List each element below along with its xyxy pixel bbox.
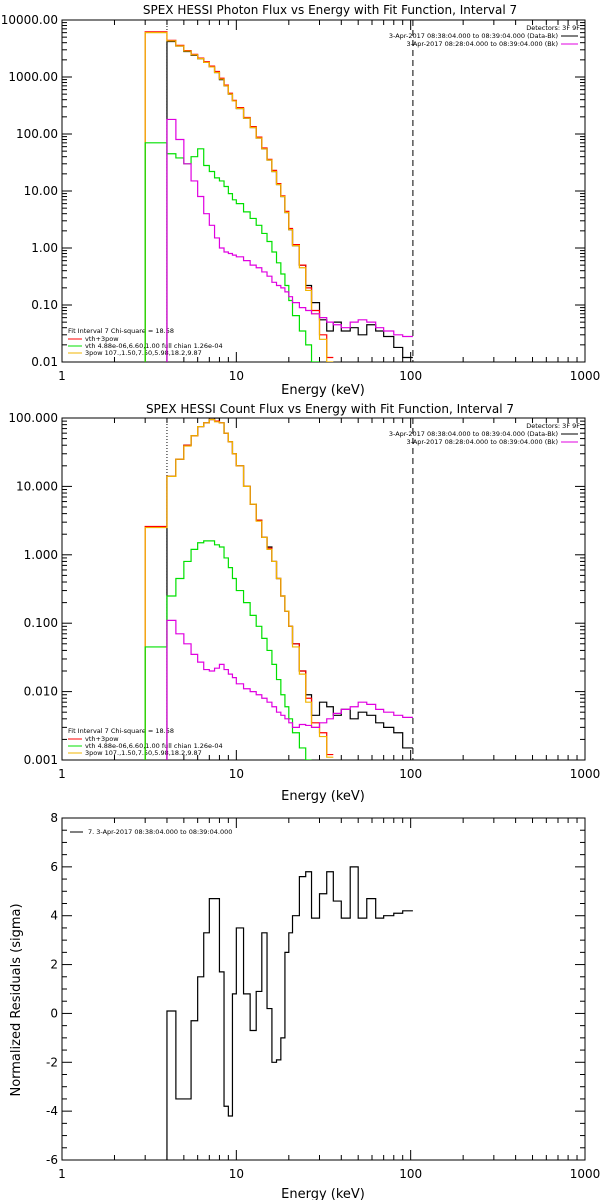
x-tick-label: 1000 xyxy=(570,767,600,781)
y-tick-label: 8 xyxy=(50,811,58,825)
legend-header: Detectors: 3F 9F xyxy=(526,422,580,430)
x-tick-label: 1 xyxy=(58,767,66,781)
x-axis-label: Energy (keV) xyxy=(281,789,365,804)
x-tick-label: 10 xyxy=(229,369,244,383)
legend-top: Detectors: 3F 9F 3-Apr-2017 08:38:04.000… xyxy=(389,422,580,446)
series-residuals xyxy=(166,866,413,1160)
x-tick-label: 10 xyxy=(229,1167,244,1181)
legend-top: Detectors: 3F 9F 3-Apr-2017 08:38:04.000… xyxy=(389,24,580,48)
x-tick-label: 1 xyxy=(58,369,66,383)
count-flux-panel: SPEX HESSI Count Flux vs Energy with Fit… xyxy=(8,402,600,804)
series-bk xyxy=(166,118,413,362)
y-tick-label: 0 xyxy=(50,1006,58,1020)
x-tick-label: 1000 xyxy=(570,369,600,383)
x-tick-label: 100 xyxy=(399,369,422,383)
y-tick-label: 1.00 xyxy=(31,241,58,255)
photon-flux-panel: SPEX HESSI Photon Flux vs Energy with Fi… xyxy=(1,3,600,398)
residuals-panel: Energy (keV) Normalized Residuals (sigma… xyxy=(9,811,600,1202)
y-tick-label: 10000.00 xyxy=(1,13,58,27)
legend-entry-label: vth 4.88e-06,6.60,1.00 full chian 1.26e-… xyxy=(85,342,223,350)
y-tick-label: 100.000 xyxy=(8,411,58,425)
series-3pow xyxy=(144,418,334,760)
legend-bottom: Fit Interval 7 Chi-square = 18.58 vth+3p… xyxy=(68,727,223,757)
legend-header: Fit Interval 7 Chi-square = 18.58 xyxy=(68,727,174,735)
legend-entry-label: 3-Apr-2017 08:28:04.000 to 08:39:04.000 … xyxy=(407,438,558,446)
x-axis-label: Energy (keV) xyxy=(281,1187,365,1200)
x-axis-label: Energy (keV) xyxy=(281,383,365,398)
y-tick-label: 0.010 xyxy=(24,685,58,699)
legend: 7. 3-Apr-2017 08:38:04.000 to 08:39:04.0… xyxy=(70,828,232,836)
y-tick-label: -6 xyxy=(46,1153,58,1167)
y-tick-label: 0.001 xyxy=(24,753,58,767)
y-axis-label: Normalized Residuals (sigma) xyxy=(9,903,24,1096)
series-bk xyxy=(166,619,413,760)
plot-frame xyxy=(61,817,586,1161)
legend-entry-label: 3-Apr-2017 08:28:04.000 to 08:39:04.000 … xyxy=(407,40,558,48)
y-tick-label: 10.00 xyxy=(24,184,58,198)
y-tick-label: -4 xyxy=(46,1104,58,1118)
x-tick-label: 10 xyxy=(229,767,244,781)
y-tick-label: 6 xyxy=(50,860,58,874)
plot-frame xyxy=(61,19,586,363)
series-vth xyxy=(144,540,312,760)
legend-entry-label: 3-Apr-2017 08:38:04.000 to 08:39:04.000 … xyxy=(389,32,558,40)
legend-entry-label: 3pow 107.,1.50,7.50,5.98,18.2,9.87 xyxy=(85,749,202,757)
x-tick-label: 1 xyxy=(58,1167,66,1181)
legend-entry-label: vth 4.88e-06,6.60,1.00 full chian 1.26e-… xyxy=(85,742,223,750)
series-3pow xyxy=(144,32,334,362)
y-tick-label: 4 xyxy=(50,909,58,923)
y-tick-label: 0.01 xyxy=(31,355,58,369)
x-tick-label: 1000 xyxy=(570,1167,600,1181)
legend-entry-label: vth+3pow xyxy=(85,335,119,343)
legend-entry-label: 3-Apr-2017 08:38:04.000 to 08:39:04.000 … xyxy=(389,430,558,438)
y-tick-label: 1000.00 xyxy=(8,70,58,84)
x-tick-label: 100 xyxy=(399,1167,422,1181)
y-tick-label: 0.10 xyxy=(31,298,58,312)
y-tick-label: 100.00 xyxy=(16,127,58,141)
y-tick-label: 0.100 xyxy=(24,616,58,630)
y-tick-label: 1.000 xyxy=(24,548,58,562)
x-tick-label: 100 xyxy=(399,767,422,781)
legend-header: Detectors: 3F 9F xyxy=(526,24,580,32)
y-tick-label: 2 xyxy=(50,958,58,972)
series-vth-3pow xyxy=(144,31,334,362)
y-tick-label: -2 xyxy=(46,1055,58,1069)
legend-entry-label: vth+3pow xyxy=(85,735,119,743)
legend-entry-label: 3pow 107.,1.50,7.50,5.98,18.2,9.87 xyxy=(85,349,202,357)
legend-header: Fit Interval 7 Chi-square = 18.58 xyxy=(68,327,174,335)
panel-title: SPEX HESSI Count Flux vs Energy with Fit… xyxy=(146,402,514,416)
y-tick-label: 10.000 xyxy=(16,479,58,493)
plot-frame xyxy=(61,417,586,761)
legend-entry-label: 7. 3-Apr-2017 08:38:04.000 to 08:39:04.0… xyxy=(88,828,232,836)
panel-title: SPEX HESSI Photon Flux vs Energy with Fi… xyxy=(143,3,517,17)
series-vth-3pow xyxy=(144,418,334,760)
legend-bottom: Fit Interval 7 Chi-square = 18.58 vth+3p… xyxy=(68,327,223,357)
